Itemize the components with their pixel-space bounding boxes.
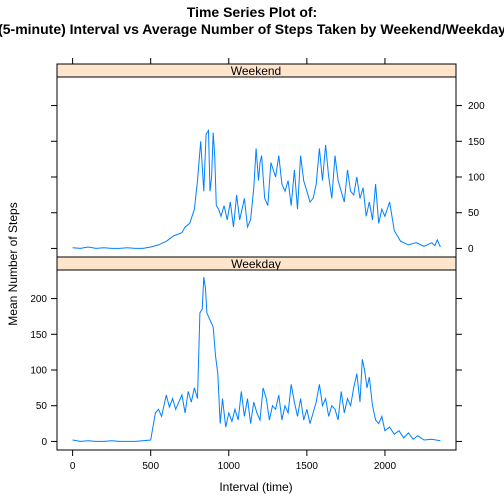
panel-frame-weekend [56, 76, 457, 258]
y-axis-weekend: 0 50 100 150 200 [51, 101, 485, 255]
y-tick-label-1-2: 100 [30, 366, 47, 377]
y-tick-label-0-2: 100 [468, 173, 485, 184]
y-tick-label-1-1: 50 [36, 401, 48, 412]
y-tick-label-0-1: 50 [468, 208, 480, 219]
x-axis-label: Interval (time) [219, 480, 292, 494]
series-weekend [72, 129, 441, 249]
series-line-weekday [72, 277, 441, 442]
panel-weekend: Weekend 0 50 100 150 200 [51, 58, 485, 258]
strip-label-weekend: Weekend [231, 64, 281, 78]
y-tick-label-0-0: 0 [468, 244, 474, 255]
y-tick-label-1-0: 0 [41, 437, 47, 448]
y-tick-label-0-3: 150 [468, 137, 485, 148]
y-tick-label-1-4: 200 [30, 294, 47, 305]
top-x-ticks [72, 58, 386, 64]
x-tick-label-4: 2000 [374, 461, 397, 472]
series-line-weekend [72, 129, 441, 249]
chart-subtitle: (5-minute) Interval vs Average Number of… [0, 21, 504, 37]
y-tick-label-0-4: 200 [468, 101, 485, 112]
x-tick-label-2: 1000 [218, 461, 241, 472]
x-tick-label-0: 0 [70, 461, 76, 472]
y-tick-label-1-3: 150 [30, 330, 47, 341]
strip-label-weekday: Weekday [231, 257, 281, 271]
x-tick-label-1: 500 [142, 461, 159, 472]
x-tick-label-3: 1500 [296, 461, 319, 472]
y-axis-weekday: 0 50 100 150 200 [30, 294, 462, 448]
x-axis: 0 500 1000 1500 2000 [70, 450, 397, 472]
chart-title: Time Series Plot of: [187, 4, 317, 20]
series-weekday [72, 277, 441, 442]
panel-weekday: Weekday 0 50 100 150 200 0 500 1000 1500 2000 [30, 256, 462, 472]
panel-frame-weekday [56, 269, 457, 451]
y-axis-label: Mean Number of Steps [6, 202, 20, 325]
